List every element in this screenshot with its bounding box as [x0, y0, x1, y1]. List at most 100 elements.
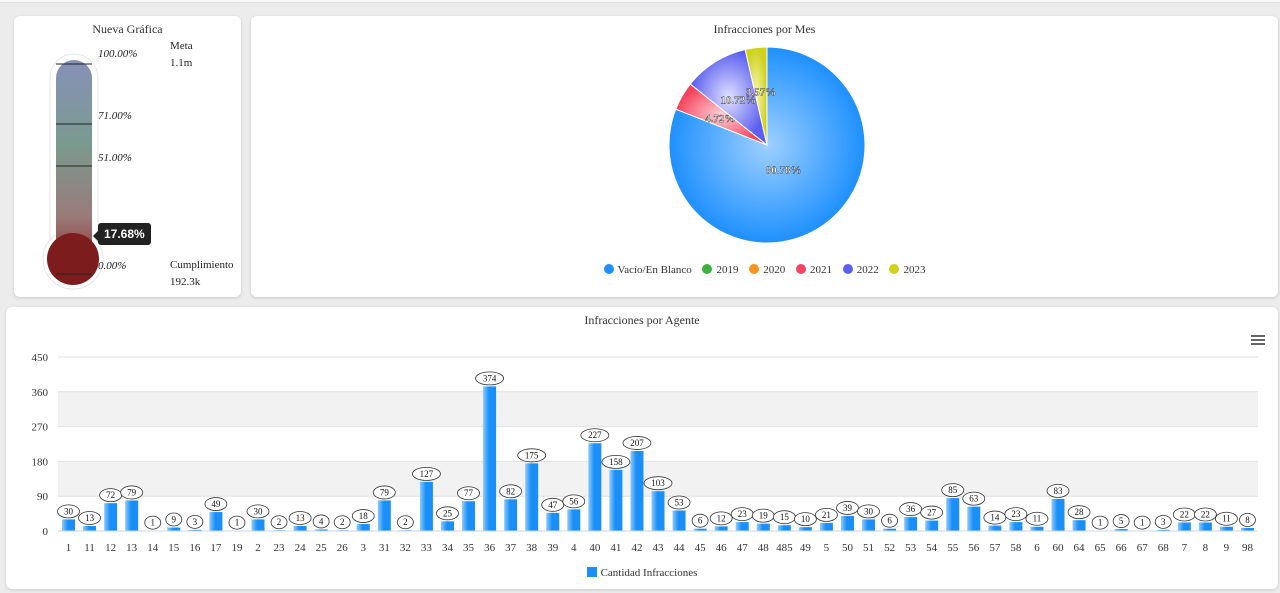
legend-dot	[749, 264, 760, 274]
bar[interactable]	[462, 501, 476, 531]
bar[interactable]	[546, 512, 560, 531]
bar[interactable]	[988, 525, 1002, 531]
legend-item-2019[interactable]: 2019	[702, 264, 738, 276]
bar[interactable]	[967, 506, 981, 531]
x-tick-label: 39	[547, 542, 559, 554]
bar[interactable]	[1177, 522, 1191, 531]
x-tick-label: 2	[255, 542, 261, 554]
data-label-bubble	[1112, 514, 1130, 528]
bar-data-label: 22	[1180, 509, 1189, 519]
bar-legend[interactable]: Cantidad Infracciones	[6, 567, 1278, 579]
bar[interactable]	[609, 469, 623, 531]
x-tick-label: 19	[231, 542, 243, 554]
legend-item-2022[interactable]: 2022	[842, 264, 879, 276]
bar-data-label: 2	[340, 517, 345, 527]
cumplimiento-value: 192.3k	[170, 276, 201, 288]
bar[interactable]	[167, 527, 181, 531]
bar[interactable]	[1156, 529, 1170, 531]
bar-data-label: 85	[948, 485, 958, 495]
bar[interactable]	[819, 522, 833, 531]
bar-data-label: 374	[483, 373, 497, 383]
bar[interactable]	[672, 510, 686, 531]
bar-data-label: 1	[235, 518, 240, 528]
x-tick-label: 52	[884, 542, 895, 554]
menu-icon[interactable]	[1251, 335, 1265, 346]
bar[interactable]	[735, 522, 749, 531]
bar[interactable]	[883, 528, 897, 531]
bar[interactable]	[862, 519, 876, 531]
bar[interactable]	[630, 450, 644, 531]
y-tick-label: 0	[43, 526, 49, 538]
bar[interactable]	[756, 523, 770, 531]
bar[interactable]	[1030, 526, 1044, 531]
bar[interactable]	[693, 528, 707, 531]
bar-data-label: 28	[1075, 507, 1085, 517]
bar-data-label: 63	[969, 494, 979, 504]
level-100-label: 100.00%	[98, 48, 138, 60]
bar[interactable]	[504, 499, 518, 531]
bar-data-label: 19	[759, 511, 769, 521]
bar-data-label: 79	[380, 487, 390, 497]
legend-item-2023[interactable]: 2023	[889, 264, 925, 276]
bar[interactable]	[104, 503, 118, 531]
bar[interactable]	[377, 500, 391, 531]
x-tick-label: 49	[800, 542, 812, 554]
pie-slice[interactable]	[744, 46, 768, 146]
pie-slice[interactable]	[689, 48, 768, 147]
data-label-bubble	[351, 509, 375, 523]
data-label-bubble	[499, 484, 523, 499]
bar[interactable]	[777, 525, 791, 531]
bar[interactable]	[925, 520, 939, 531]
bar[interactable]	[714, 526, 728, 531]
legend-item-2021[interactable]: 2021	[795, 264, 832, 276]
bar[interactable]	[62, 519, 76, 531]
bar[interactable]	[125, 500, 139, 531]
bar[interactable]	[314, 529, 328, 531]
bar[interactable]	[83, 525, 97, 531]
legend-label: Vacío/En Blanco	[617, 264, 692, 276]
bar[interactable]	[293, 525, 307, 531]
bar[interactable]	[1051, 498, 1065, 531]
bar[interactable]	[251, 519, 265, 531]
bar-data-label: 56	[569, 496, 579, 506]
pie-data-label: 80.78%	[766, 164, 802, 176]
bar[interactable]	[904, 517, 918, 531]
bar[interactable]	[798, 527, 812, 531]
y-tick-label: 90	[37, 491, 49, 503]
data-label-bubble	[541, 497, 565, 512]
bar[interactable]	[567, 509, 581, 531]
bar[interactable]	[1114, 529, 1128, 531]
bar[interactable]	[419, 481, 433, 531]
bar[interactable]	[209, 512, 223, 531]
x-tick-label: 36	[484, 542, 496, 554]
x-tick-label: 17	[210, 542, 222, 554]
bar[interactable]	[651, 491, 665, 531]
bar[interactable]	[356, 524, 370, 531]
x-tick-label: 37	[505, 542, 517, 554]
bar-legend-label: Cantidad Infracciones	[600, 567, 698, 579]
bar[interactable]	[440, 521, 454, 531]
legend-dot	[702, 264, 713, 274]
bar[interactable]	[588, 443, 602, 531]
gauge-title: Nueva Gráfica	[92, 22, 163, 36]
legend-item-2020[interactable]: 2020	[749, 264, 785, 276]
bar-data-label: 23	[738, 509, 748, 519]
pie-card: Infracciones por Mes 80.78% 4.72% 10.72% 3.…	[251, 16, 1278, 297]
bar[interactable]	[1009, 522, 1023, 531]
bar[interactable]	[1072, 520, 1086, 531]
bar[interactable]	[483, 386, 497, 531]
legend-item-vacio[interactable]: Vacío/En Blanco	[603, 264, 692, 276]
bar[interactable]	[1198, 522, 1212, 531]
bar-data-label: 47	[548, 500, 558, 510]
bar[interactable]	[525, 463, 539, 531]
bar[interactable]	[1219, 526, 1233, 531]
x-tick-label: 24	[295, 542, 307, 554]
data-label-bubble	[1154, 514, 1172, 529]
bar-chart-title: Infracciones por Agente	[584, 313, 700, 327]
data-label-bubble	[120, 485, 144, 500]
bar[interactable]	[946, 498, 960, 531]
bar[interactable]	[840, 515, 854, 531]
bar[interactable]	[1240, 527, 1254, 531]
bar[interactable]	[188, 529, 202, 531]
data-label-bubble	[643, 476, 673, 491]
